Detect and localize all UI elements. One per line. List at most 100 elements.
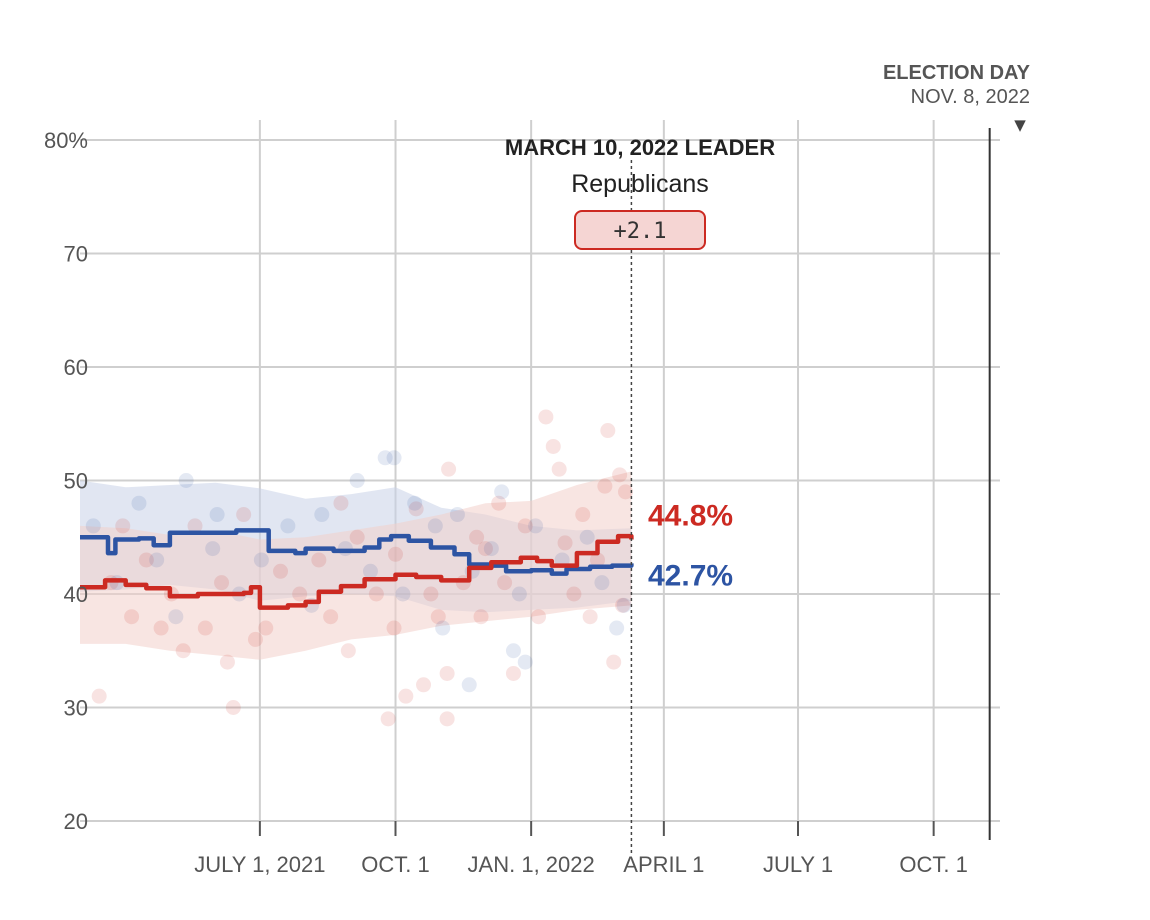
- y-tick-label: 80%: [44, 128, 88, 153]
- rep-poll-dot: [124, 609, 140, 625]
- rep-poll-dot: [416, 677, 432, 693]
- dem-poll-dot: [362, 563, 378, 579]
- annotation-leader: Republicans: [571, 170, 709, 198]
- dem-poll-dot: [594, 575, 610, 591]
- dem-poll-dot: [386, 450, 402, 466]
- rep-poll-dot: [491, 495, 507, 511]
- y-tick-label: 70: [64, 242, 88, 267]
- dem-poll-dot: [314, 507, 330, 523]
- rep-poll-dot: [430, 609, 446, 625]
- rep-poll-dot: [441, 461, 457, 477]
- rep-poll-dot: [91, 688, 107, 704]
- rep-poll-dot: [538, 409, 554, 425]
- dem-poll-dot: [377, 450, 393, 466]
- poll-dots: [85, 409, 634, 727]
- y-tick-label: 30: [64, 696, 88, 721]
- annotation-title: MARCH 10, 2022 LEADER: [505, 135, 775, 160]
- rep-poll-dot: [600, 423, 616, 439]
- dem-poll-dot: [168, 609, 184, 625]
- rep-poll-dot: [187, 518, 203, 534]
- rep-poll-dot: [214, 575, 230, 591]
- rep-poll-dot: [505, 665, 521, 681]
- x-tick-label: OCT. 1: [899, 852, 967, 877]
- rep-poll-dot: [219, 654, 235, 670]
- dem-poll-dot: [178, 473, 194, 488]
- dem-poll-dot: [579, 529, 595, 545]
- rep-poll-dot: [247, 631, 263, 647]
- dem-poll-dot: [435, 620, 451, 636]
- dem-poll-dot: [528, 518, 544, 534]
- x-tick-label: JULY 1, 2021: [194, 852, 325, 877]
- rep-poll-dot: [386, 620, 402, 636]
- rep-poll-dot: [236, 507, 252, 523]
- dem-poll-dot: [511, 586, 527, 602]
- rep-poll-dot: [439, 665, 455, 681]
- end-labels: 44.8% 42.7%: [648, 500, 733, 593]
- dem-poll-dot: [407, 495, 423, 511]
- x-tick-label: APRIL 1: [623, 852, 704, 877]
- dem-poll-dot: [494, 484, 510, 500]
- election-day-title: ELECTION DAY: [883, 62, 1031, 84]
- rep-poll-dot: [606, 654, 622, 670]
- dem-end-label: 42.7%: [648, 559, 733, 592]
- rep-poll-dot: [612, 467, 628, 483]
- average-lines: [80, 528, 634, 610]
- dem-poll-dot: [253, 552, 269, 568]
- election-day-arrow-icon: ▼: [1014, 116, 1026, 134]
- rep-poll-dot: [175, 643, 191, 659]
- y-tick-label: 40: [64, 582, 88, 607]
- rep-poll-dot: [615, 597, 631, 613]
- x-tick-label: JULY 1: [763, 852, 833, 877]
- dem-poll-dot: [449, 507, 465, 523]
- dem-poll-dot: [131, 495, 147, 511]
- rep-poll-dot: [575, 507, 591, 523]
- rep-poll-dot: [477, 541, 493, 557]
- dem-poll-dot: [609, 620, 625, 636]
- election-day-date: NOV. 8, 2022: [911, 86, 1030, 108]
- rep-poll-dot: [517, 518, 533, 534]
- rep-poll-dot: [582, 609, 598, 625]
- gridlines: [80, 120, 1000, 822]
- rep-poll-dot: [557, 535, 573, 551]
- rep-poll-dot: [138, 552, 154, 568]
- dem-poll-dot: [616, 597, 632, 613]
- rep-poll-dot: [225, 700, 241, 715]
- election-day-marker: ELECTION DAY NOV. 8, 2022 ▼: [883, 62, 1031, 840]
- rep-poll-dot: [423, 586, 439, 602]
- rep-poll-dot: [590, 552, 605, 568]
- rep-poll-dot: [473, 609, 489, 625]
- dem-poll-dot: [205, 541, 221, 557]
- rep-poll-dot: [323, 609, 339, 625]
- dem-poll-dot: [149, 552, 165, 568]
- dem-poll-dot: [395, 586, 411, 602]
- y-tick-label: 20: [64, 809, 88, 834]
- rep-poll-dot: [408, 501, 424, 517]
- rep-poll-dot: [258, 620, 274, 636]
- rep-poll-dot: [497, 575, 513, 591]
- dem-poll-dot: [280, 518, 296, 534]
- rep-average-line: [80, 533, 634, 610]
- rep-poll-dot: [311, 552, 327, 568]
- dem-poll-dot: [337, 541, 353, 557]
- rep-band: [80, 471, 632, 660]
- rep-poll-dot: [531, 609, 547, 625]
- rep-poll-dot: [551, 461, 567, 477]
- dem-poll-dot: [505, 643, 521, 659]
- dem-poll-dot: [483, 541, 499, 557]
- rep-poll-dot: [340, 643, 356, 659]
- rep-poll-dot: [292, 586, 308, 602]
- rep-poll-dot: [333, 495, 349, 511]
- dem-poll-dot: [349, 473, 365, 488]
- rep-poll-dot: [380, 711, 396, 727]
- rep-end-label: 44.8%: [648, 500, 733, 533]
- leader-annotation: MARCH 10, 2022 LEADER Republicans +2.1: [505, 135, 775, 250]
- rep-poll-dot: [566, 586, 582, 602]
- dem-poll-dot: [209, 507, 225, 523]
- rep-poll-dot: [153, 620, 169, 636]
- rep-poll-dot: [197, 620, 213, 636]
- y-tick-label: 50: [64, 469, 88, 494]
- rep-poll-dot: [273, 563, 289, 579]
- dem-average-line: [80, 528, 634, 576]
- rep-poll-dot: [545, 438, 561, 454]
